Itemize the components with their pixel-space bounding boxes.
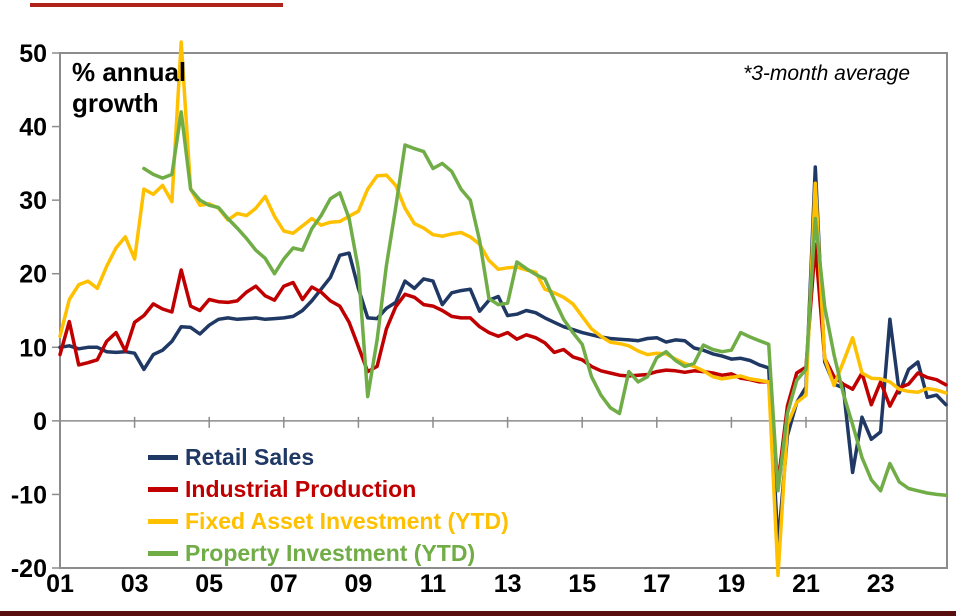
x-axis-tick-label: 11 [420, 570, 447, 598]
legend-item-property-investment-ytd: Property Investment (YTD) [148, 537, 509, 569]
legend-label-industrial-production: Industrial Production [185, 475, 417, 502]
legend-marker-property-investment-ytd [148, 550, 178, 556]
legend-item-fixed-asset-investment-ytd: Fixed Asset Investment (YTD) [148, 505, 509, 537]
legend-item-industrial-production: Industrial Production [148, 473, 509, 505]
x-axis-tick-label: 23 [867, 570, 895, 598]
legend-item-retail-sales: Retail Sales [148, 441, 509, 473]
x-axis-tick-label: 03 [121, 570, 149, 598]
chart-legend: Retail Sales Industrial Production Fixed A… [148, 441, 509, 569]
y-axis-tick-label: 40 [19, 114, 47, 142]
x-axis-tick-label: 09 [344, 570, 372, 598]
axis-unit-label: % annual growth [72, 57, 187, 118]
y-axis-tick-label: 50 [19, 40, 47, 68]
legend-marker-industrial-production [148, 486, 178, 492]
legend-label-retail-sales: Retail Sales [185, 443, 315, 470]
x-axis-tick-label: 13 [494, 570, 522, 598]
x-axis-tick-label: 21 [792, 570, 820, 598]
series-line-property-investment-ytd [142, 110, 948, 497]
y-axis-tick-label: 30 [19, 187, 47, 215]
legend-label-property-investment-ytd: Property Investment (YTD) [185, 539, 476, 566]
footnote-annotation: *3-month average [743, 62, 910, 85]
legend-marker-retail-sales [148, 454, 178, 460]
top-red-stripe [30, 3, 283, 7]
series-line-industrial-production [58, 242, 948, 486]
y-axis-tick-label: -20 [11, 555, 47, 583]
x-axis-tick-label: 05 [195, 570, 223, 598]
legend-marker-fixed-asset-investment-ytd [148, 518, 178, 524]
x-axis-tick-label: 15 [568, 570, 596, 598]
legend-label-fixed-asset-investment-ytd: Fixed Asset Investment (YTD) [185, 507, 509, 534]
bottom-red-bar [0, 611, 956, 616]
y-axis-tick-label: 0 [33, 408, 47, 436]
x-axis-tick-label: 01 [46, 570, 74, 598]
x-axis-tick-label: 19 [717, 570, 745, 598]
y-axis-tick-label: 20 [19, 261, 47, 289]
plot-border [59, 52, 948, 569]
y-axis-tick-label: -10 [11, 481, 47, 509]
x-axis-tick-label: 07 [270, 570, 298, 598]
y-axis-tick-label: 10 [19, 334, 47, 362]
x-axis-tick-label: 17 [643, 570, 671, 598]
